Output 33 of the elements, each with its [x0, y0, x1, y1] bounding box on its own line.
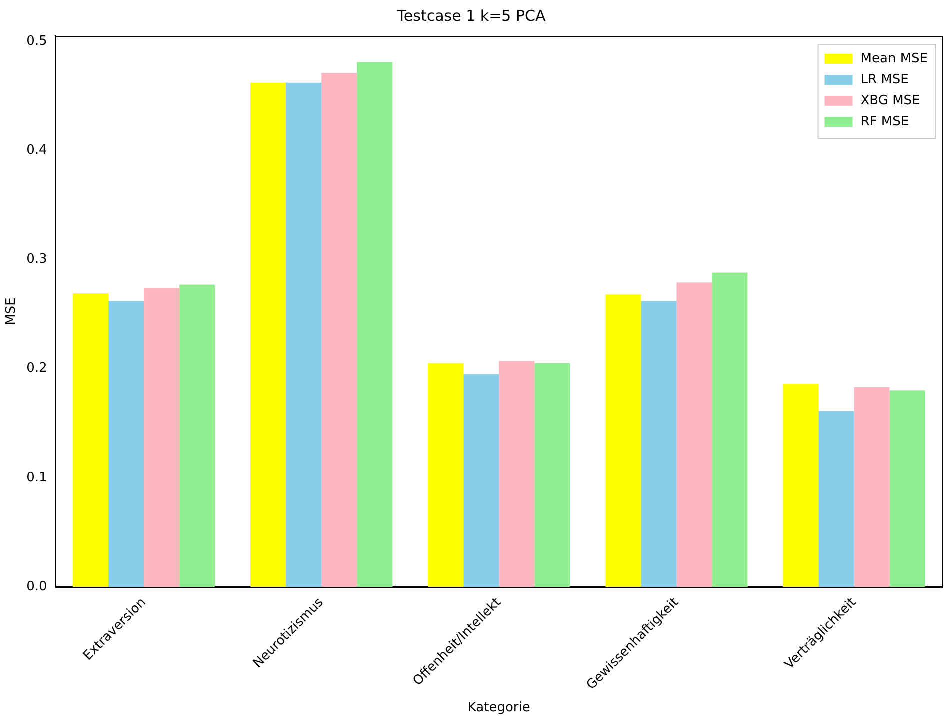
bar — [712, 272, 748, 588]
legend-label: Mean MSE — [860, 51, 928, 66]
bar — [108, 301, 144, 588]
bar — [641, 301, 677, 588]
bar — [676, 282, 712, 588]
bar — [357, 62, 393, 588]
bar — [180, 284, 216, 588]
y-tick-label: 0.2 — [26, 361, 48, 376]
y-tick-label: 0.3 — [26, 252, 48, 268]
bar — [250, 82, 286, 588]
y-tick-label: 0.1 — [26, 470, 48, 486]
legend-label: XBG MSE — [860, 93, 920, 108]
bar — [322, 73, 358, 588]
y-axis-title: MSE — [4, 298, 20, 326]
bar — [854, 387, 890, 588]
chart-title: Testcase 1 k=5 PCA — [396, 6, 546, 25]
bar — [818, 411, 854, 588]
bar — [464, 374, 500, 588]
bar — [783, 384, 819, 588]
bar — [534, 363, 570, 588]
bar — [73, 294, 109, 588]
bar — [144, 288, 180, 588]
y-tick-label: 0.0 — [26, 579, 48, 594]
x-axis-title: Kategorie — [468, 700, 530, 716]
y-tick-label: 0.4 — [26, 142, 48, 158]
legend-label: LR MSE — [860, 72, 909, 88]
bar — [499, 361, 535, 588]
legend-label: RF MSE — [860, 114, 910, 130]
y-tick-label: 0.5 — [26, 34, 48, 49]
bar — [286, 82, 322, 588]
bar — [606, 294, 642, 588]
bar — [428, 363, 464, 588]
bar — [890, 390, 926, 588]
